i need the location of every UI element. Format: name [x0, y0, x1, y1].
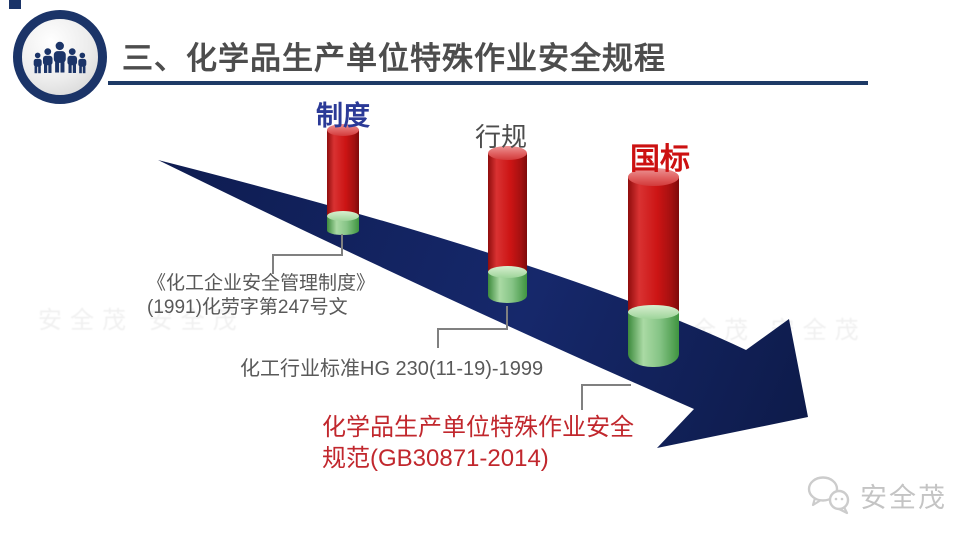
chat-bubbles-icon [807, 476, 850, 515]
cylinder-zhidu [327, 124, 359, 236]
connector-2-seg [437, 328, 508, 330]
people-group-icon [33, 41, 87, 74]
connector-1-seg [272, 254, 274, 274]
cylinder-guobiao [628, 168, 679, 368]
page-title: 三、化学品生产单位特殊作业安全规程 [122, 41, 666, 76]
note-guobiao-line1: 化学品生产单位特殊作业安全 [322, 414, 634, 441]
connector-2-seg [437, 328, 439, 348]
note-guobiao-line2: 规范(GB30871-2014) [322, 445, 549, 472]
milestone-label-guobiao: 国标 [630, 143, 690, 176]
note-guobiao: 化学品生产单位特殊作业安全 规范(GB30871-2014) [322, 412, 634, 474]
milestone-label-zhidu: 制度 [316, 101, 370, 131]
connector-1-seg [272, 254, 343, 256]
watermark-band-left: 安全茂 安全茂 [38, 307, 245, 334]
title-underline [108, 81, 868, 85]
note-zhidu-line2: (1991)化劳字第247号文 [147, 297, 348, 318]
note-zhidu-line1: 《化工企业安全管理制度》 [147, 273, 376, 294]
connector-2-seg [506, 306, 508, 330]
note-zhidu: 《化工企业安全管理制度》 (1991)化劳字第247号文 [147, 272, 375, 320]
brand-watermark: 安全茂 [806, 472, 947, 518]
note-xinggui: 化工行业标准HG 230(11-19)-1999 [240, 358, 544, 380]
brand-name: 安全茂 [860, 482, 947, 513]
logo-badge [13, 10, 107, 104]
cylinder-xinggui [488, 146, 527, 306]
corner-decoration [9, 0, 21, 9]
connector-3-seg [581, 384, 583, 410]
milestone-label-xinggui: 行规 [474, 122, 527, 152]
connector-1-seg [341, 234, 343, 256]
connector-3-seg [581, 384, 631, 386]
